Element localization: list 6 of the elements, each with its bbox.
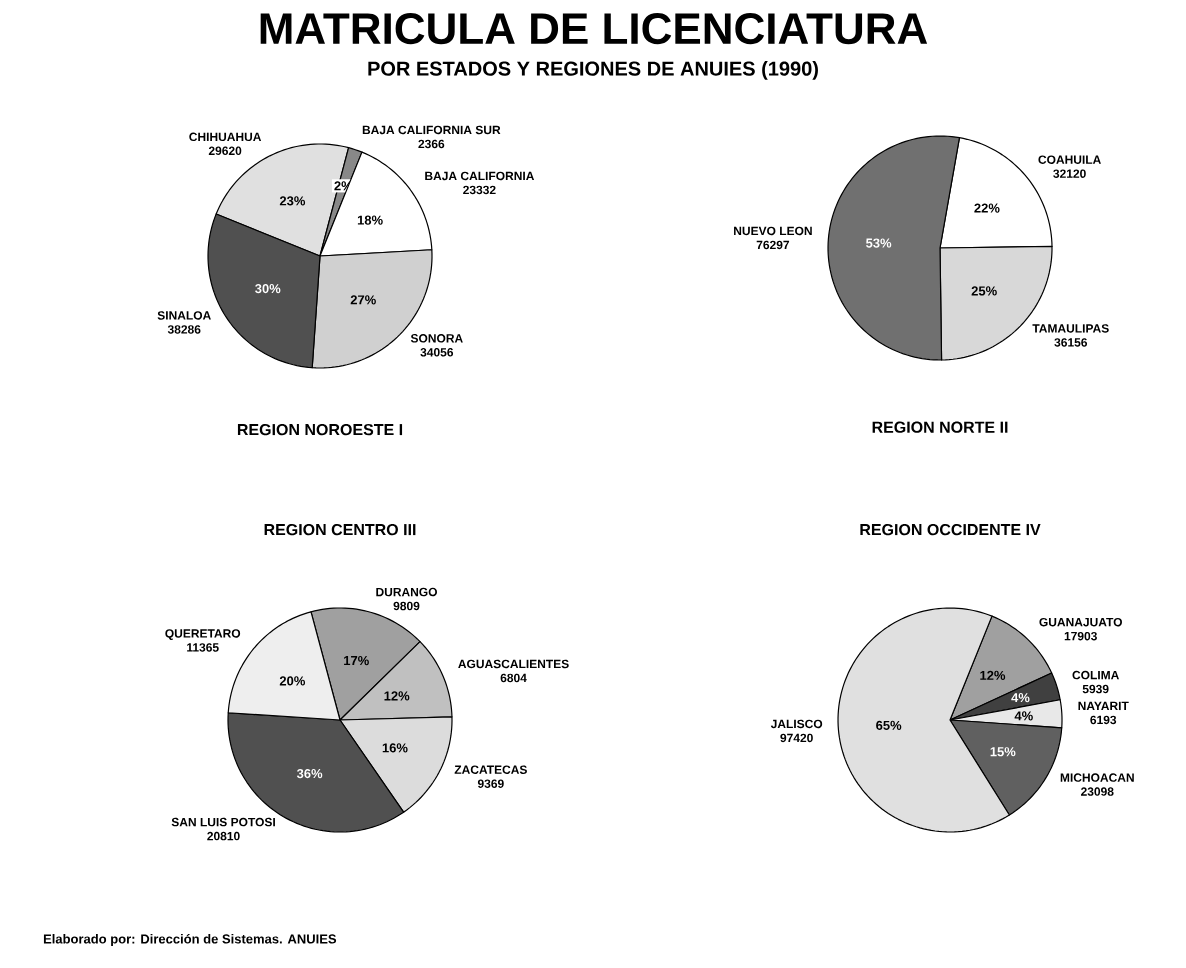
text: REGION NOROESTE I (237, 423, 403, 436)
text: POR ESTADOS Y REGIONES DE ANUIES (1990) (368, 61, 818, 80)
text: MATRICULA DE LICENCIATURA (260, 13, 928, 45)
text: REGION NORTE II (872, 421, 1008, 433)
chart-title: REGION CENTRO III (264, 523, 416, 536)
chart-title: REGION OCCIDENTE IV (860, 523, 1041, 536)
